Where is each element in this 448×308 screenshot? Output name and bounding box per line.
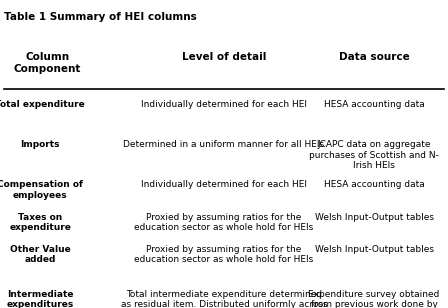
Text: Taxes on
expenditure: Taxes on expenditure: [9, 213, 71, 232]
Text: Column
Component: Column Component: [13, 52, 81, 74]
Text: JCAPC data on aggregate
purchases of Scottish and N-
Irish HEIs: JCAPC data on aggregate purchases of Sco…: [309, 140, 439, 170]
Text: Intermediate
expenditures: Intermediate expenditures: [7, 290, 74, 308]
Text: Other Value
added: Other Value added: [10, 245, 71, 264]
Text: HESA accounting data: HESA accounting data: [324, 100, 424, 109]
Text: Proxied by assuming ratios for the
education sector as whole hold for HEIs: Proxied by assuming ratios for the educa…: [134, 213, 314, 232]
Text: HESA accounting data: HESA accounting data: [324, 180, 424, 189]
Text: Individually determined for each HEI: Individually determined for each HEI: [141, 180, 307, 189]
Text: Individually determined for each HEI: Individually determined for each HEI: [141, 100, 307, 109]
Text: Proxied by assuming ratios for the
education sector as whole hold for HEIs: Proxied by assuming ratios for the educa…: [134, 245, 314, 264]
Text: Data source: Data source: [339, 52, 409, 62]
Text: Welsh Input-Output tables: Welsh Input-Output tables: [314, 245, 434, 254]
Text: Total expenditure: Total expenditure: [0, 100, 85, 109]
Text: Welsh Input-Output tables: Welsh Input-Output tables: [314, 213, 434, 221]
Text: Expenditure survey obtained
from previous work done by
Kelly et al (1997).: Expenditure survey obtained from previou…: [308, 290, 440, 308]
Text: Imports: Imports: [21, 140, 60, 149]
Text: Total intermediate expenditure determined
as residual item. Distributed uniforml: Total intermediate expenditure determine…: [121, 290, 327, 308]
Text: Level of detail: Level of detail: [182, 52, 266, 62]
Text: Compensation of
employees: Compensation of employees: [0, 180, 83, 200]
Text: Table 1 Summary of HEI columns: Table 1 Summary of HEI columns: [4, 12, 197, 22]
Text: Determined in a uniform manner for all HEIs: Determined in a uniform manner for all H…: [124, 140, 324, 149]
